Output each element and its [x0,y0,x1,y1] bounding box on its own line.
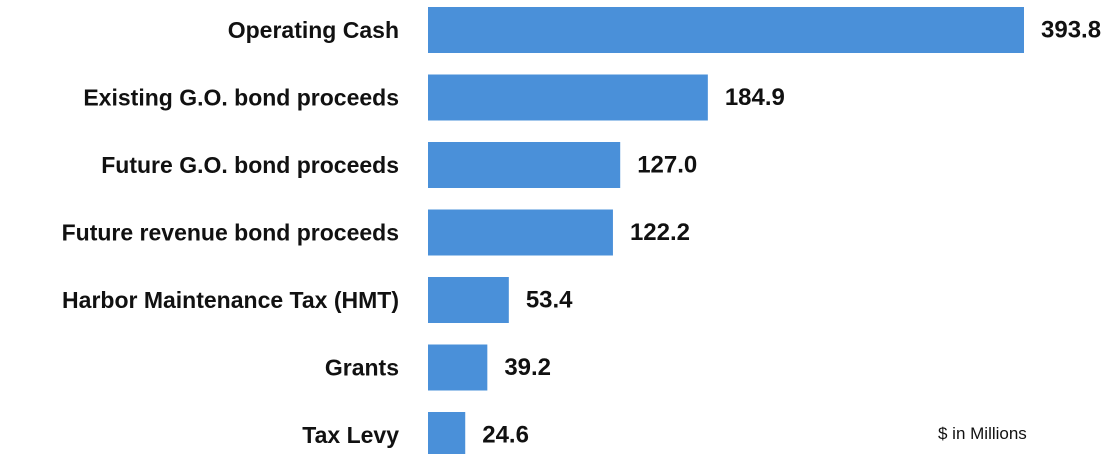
category-labels: Operating Cash Existing G.O. bond proceed… [62,17,400,448]
category-label: Harbor Maintenance Tax (HMT) [62,287,399,313]
bar-0 [428,7,1024,53]
category-label: Operating Cash [228,17,399,43]
category-label: Grants [325,355,399,381]
value-label: 393.8 [1041,17,1101,44]
bar-4 [428,277,509,323]
value-labels: 393.8 184.9 127.0 122.2 53.4 39.2 24.6 [482,17,1101,449]
value-label: 127.0 [637,152,697,179]
bar-1 [428,74,708,121]
value-label: 122.2 [630,219,690,246]
unit-note: $ in Millions [938,424,1027,443]
bar-3 [428,209,613,256]
value-label: 24.6 [482,422,529,449]
category-label: Future revenue bond proceeds [62,220,399,246]
bars-layer [428,7,1024,454]
value-label: 39.2 [504,354,551,381]
bar-6 [428,412,466,454]
bar-5 [428,344,488,391]
value-label: 53.4 [526,287,573,314]
category-label: Tax Levy [302,422,399,448]
category-label: Future G.O. bond proceeds [101,152,399,178]
bar-2 [428,142,621,188]
value-label: 184.9 [725,84,785,111]
category-label: Existing G.O. bond proceeds [83,85,399,111]
